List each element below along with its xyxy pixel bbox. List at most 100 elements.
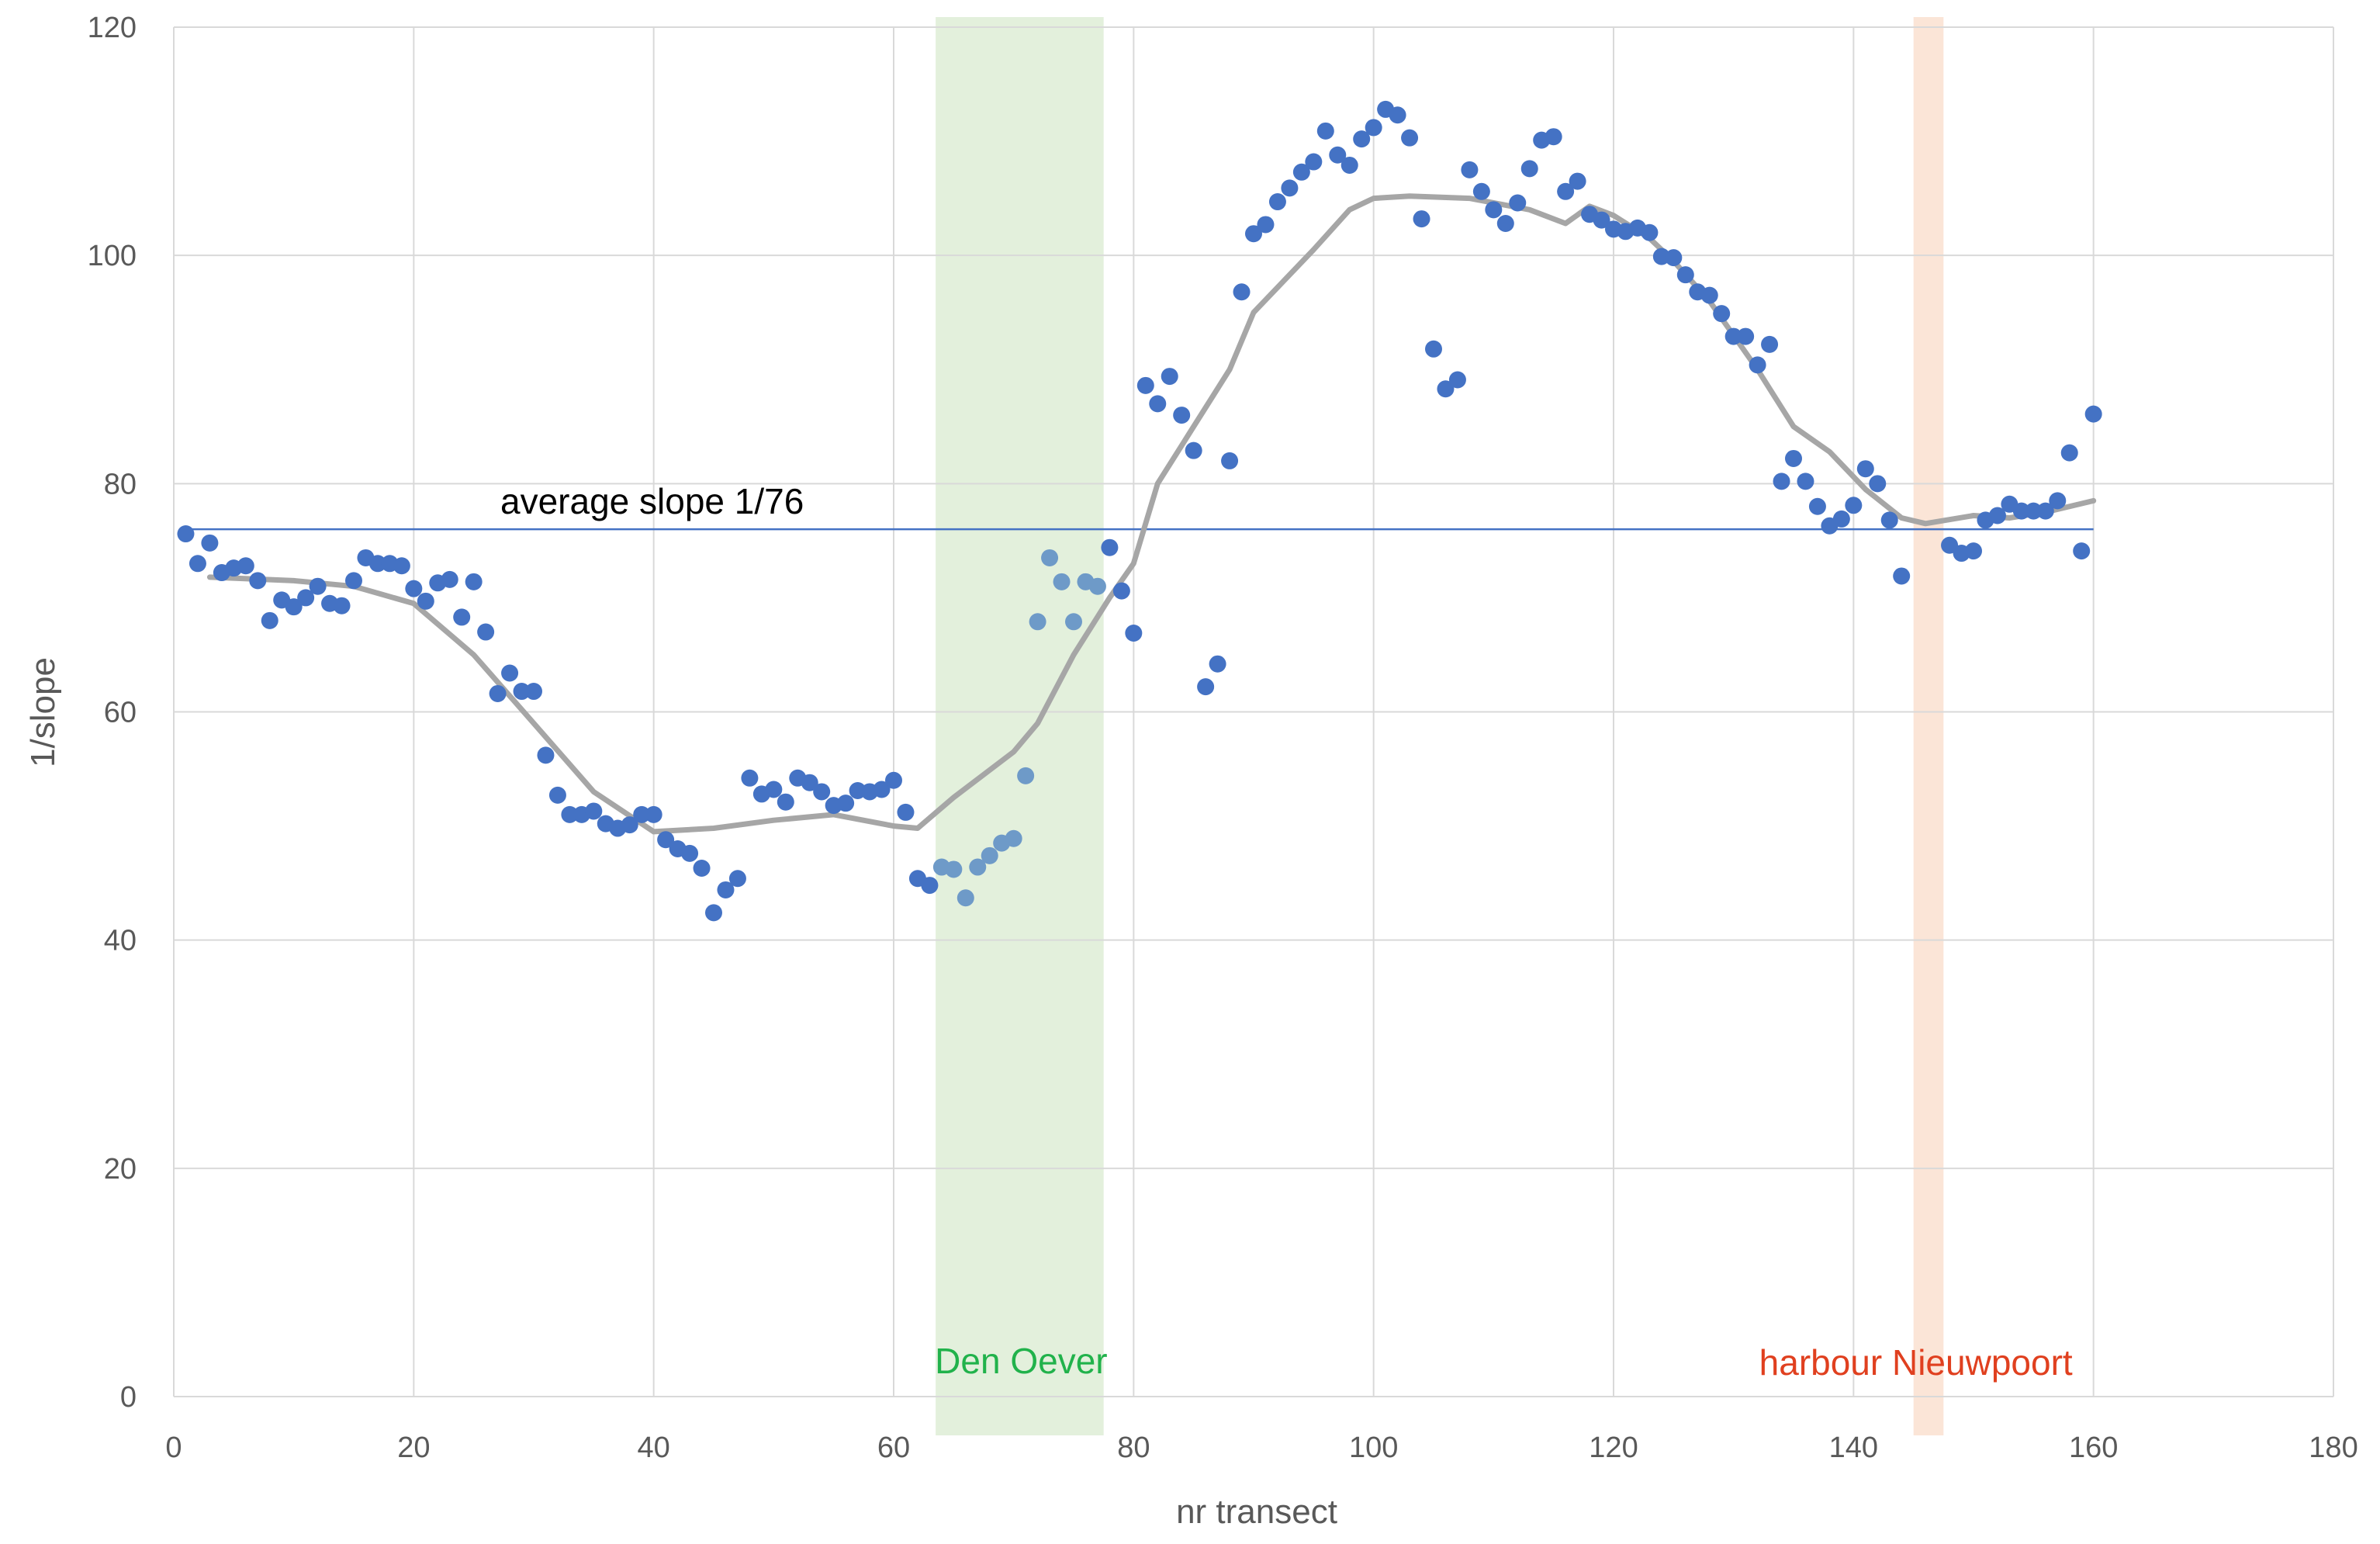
data-point	[489, 684, 507, 702]
data-point	[1233, 283, 1251, 301]
trend-line	[206, 193, 2097, 835]
data-point	[657, 831, 675, 849]
x-axis-title: nr transect	[1176, 1493, 1337, 1531]
y-tick-label: 120	[88, 12, 137, 44]
data-point	[465, 573, 483, 590]
data-point	[561, 805, 579, 823]
data-point	[1832, 510, 1850, 528]
data-point	[1292, 163, 1310, 181]
data-point	[2060, 444, 2078, 462]
data-point	[1485, 201, 1503, 219]
data-point	[1773, 473, 1790, 490]
data-point	[1448, 371, 1466, 389]
data-point	[1845, 497, 1863, 514]
data-point	[981, 846, 998, 864]
data-point	[1797, 473, 1814, 490]
x-tick-label: 120	[1589, 1431, 1638, 1464]
data-point	[1724, 327, 1742, 345]
gridlines	[173, 26, 2334, 1397]
data-point	[1136, 376, 1154, 394]
x-tick-label: 20	[397, 1431, 430, 1464]
data-point	[1965, 542, 1982, 560]
den-oever-band	[936, 17, 1104, 1435]
data-point	[645, 805, 662, 823]
data-point	[441, 570, 458, 588]
data-point	[2025, 502, 2043, 520]
data-point	[1808, 497, 1826, 515]
data-point	[801, 774, 818, 791]
data-point	[201, 534, 219, 552]
data-point	[1316, 122, 1334, 140]
data-point	[1700, 286, 1718, 304]
x-tick-label: 80	[1117, 1431, 1150, 1464]
data-point	[741, 769, 759, 787]
data-point	[2073, 542, 2091, 560]
x-tick-label: 160	[2069, 1431, 2118, 1464]
data-point	[1088, 577, 1106, 595]
data-point	[1209, 655, 1226, 673]
data-point	[1173, 407, 1191, 424]
data-point	[1880, 511, 1898, 529]
data-point	[1041, 549, 1059, 566]
data-point	[1221, 452, 1239, 469]
data-point	[969, 858, 987, 876]
data-point	[813, 783, 831, 801]
data-point	[513, 683, 531, 701]
data-point	[1676, 266, 1694, 284]
data-point	[453, 608, 471, 626]
data-point	[921, 877, 939, 895]
data-point	[873, 781, 891, 798]
data-point	[693, 860, 711, 878]
data-point	[1197, 678, 1215, 696]
data-point	[249, 572, 267, 590]
data-point	[837, 795, 855, 812]
data-point	[1496, 214, 1514, 232]
data-point	[1065, 613, 1082, 631]
data-point	[1856, 460, 1874, 478]
data-point	[368, 555, 386, 573]
data-point	[1329, 146, 1347, 164]
average-slope-label: average slope 1/76	[500, 481, 804, 521]
data-point	[1761, 335, 1779, 353]
data-point	[633, 805, 651, 823]
data-point	[1257, 216, 1275, 234]
data-point	[1365, 119, 1382, 137]
data-point	[1029, 613, 1046, 631]
data-point	[1389, 106, 1406, 124]
x-tick-label: 60	[877, 1431, 910, 1464]
data-point	[1785, 449, 1802, 467]
data-point	[285, 598, 303, 616]
data-point	[1437, 380, 1455, 398]
y-tick-label: 60	[104, 697, 137, 729]
data-point	[585, 802, 603, 820]
data-point	[501, 664, 519, 682]
data-point	[477, 623, 495, 641]
data-point	[1101, 538, 1119, 556]
y-tick-label: 20	[104, 1153, 137, 1186]
data-point	[1125, 625, 1143, 642]
data-point	[2036, 502, 2054, 520]
data-point	[1413, 210, 1430, 228]
data-point	[1461, 161, 1479, 178]
data-point	[189, 555, 206, 573]
data-point	[765, 781, 783, 798]
data-point	[1713, 305, 1731, 323]
data-point	[537, 746, 555, 764]
data-point	[2084, 405, 2102, 423]
data-point	[393, 557, 410, 575]
data-point	[1557, 182, 1575, 200]
data-point	[1268, 193, 1286, 211]
data-point	[885, 771, 902, 789]
data-point	[1053, 573, 1071, 590]
highlight-bands	[936, 17, 1944, 1435]
annotations: average slope 1/76 Den Oever harbour Nieuw…	[500, 481, 2073, 1383]
data-point	[1245, 225, 1262, 243]
data-point	[309, 577, 327, 595]
data-point	[1737, 327, 1755, 345]
data-point	[333, 597, 351, 614]
harbour-nieuwpoort-label: harbour Nieuwpoort	[1759, 1342, 2073, 1383]
data-point	[177, 525, 195, 543]
x-tick-label: 180	[2309, 1431, 2358, 1464]
data-point	[525, 683, 542, 701]
x-tick-label: 0	[165, 1431, 182, 1464]
